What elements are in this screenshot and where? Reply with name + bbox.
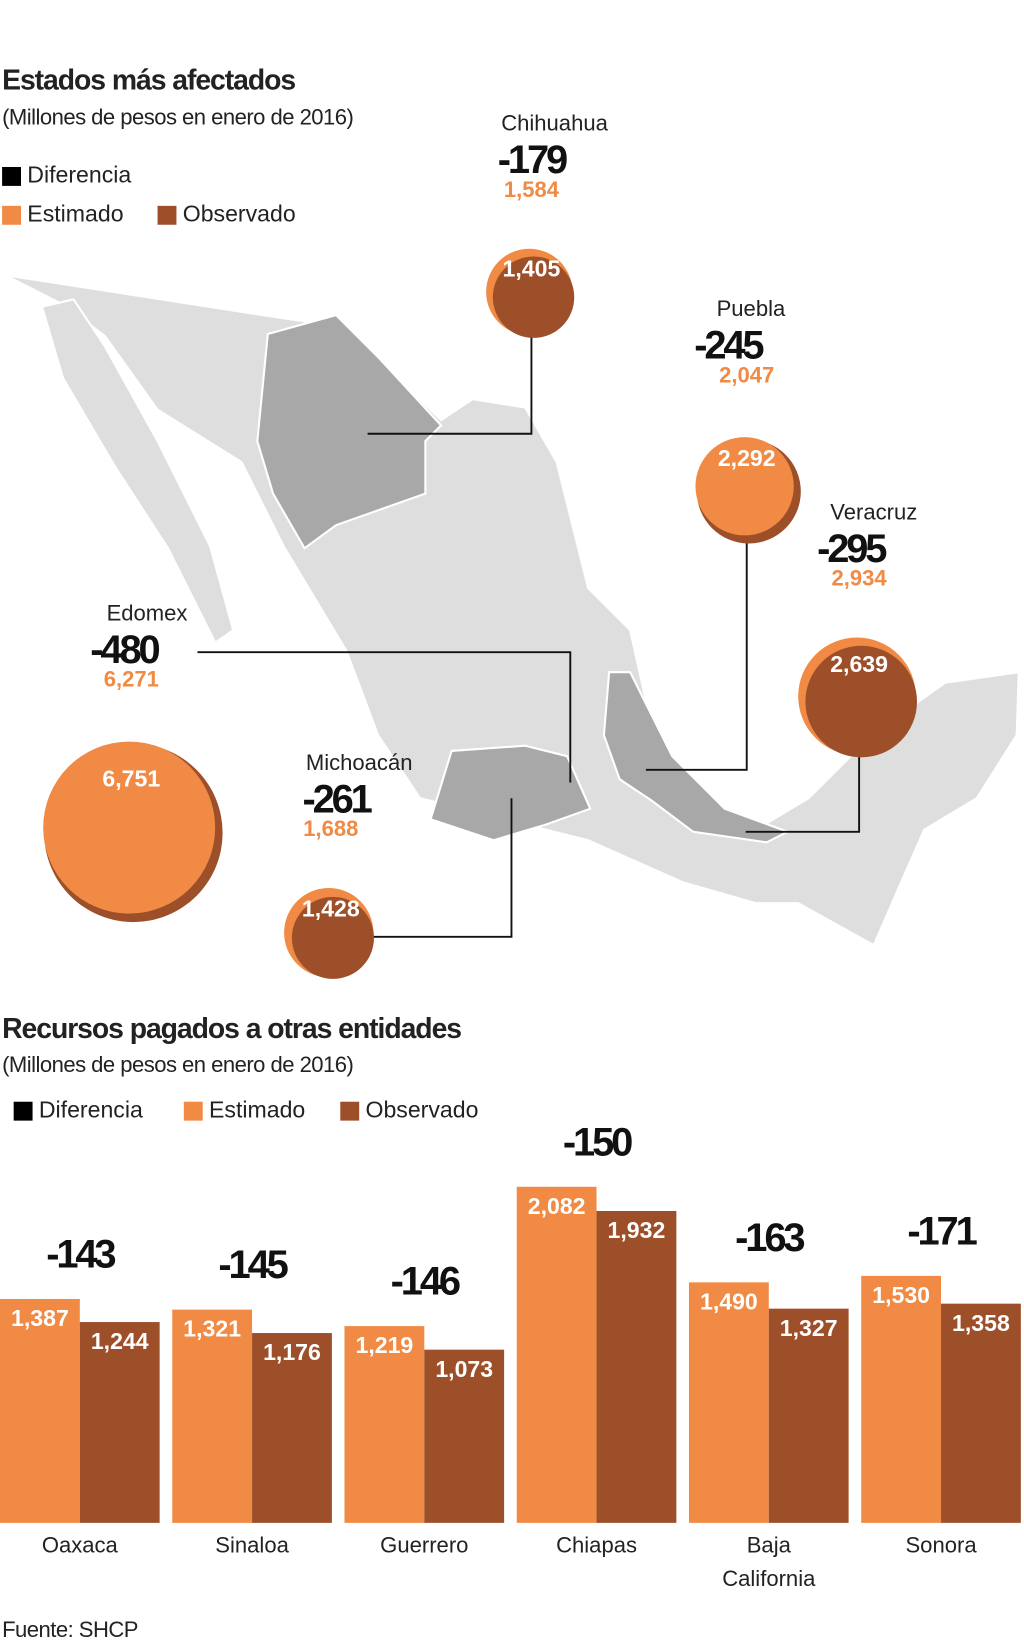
state-name: Michoacán xyxy=(306,750,413,775)
legend-label: Diferencia xyxy=(39,1096,143,1122)
bar-value-label: 1,358 xyxy=(952,1310,1010,1336)
map xyxy=(4,274,1020,947)
x-tick-label: Sinaloa xyxy=(215,1533,289,1558)
estimado-label: 6,271 xyxy=(104,666,159,691)
difference-label: -143 xyxy=(46,1233,115,1277)
bar xyxy=(516,1186,597,1523)
estimado-label: 1,688 xyxy=(303,816,358,841)
bar xyxy=(172,1309,253,1523)
bubble-estimado xyxy=(695,437,794,536)
legend-swatch xyxy=(183,1101,203,1121)
bubble-estimado xyxy=(43,741,216,914)
x-tick-label: Baja California xyxy=(722,1533,816,1592)
observado-label: 2,639 xyxy=(830,651,888,677)
bubble-observado xyxy=(291,896,374,979)
bar-value-label: 1,073 xyxy=(435,1356,493,1382)
chart-subtitle: (Millones de pesos en enero de 2016) xyxy=(2,105,353,130)
observado-label: 2,292 xyxy=(718,445,776,471)
bar xyxy=(79,1322,160,1523)
highlight-east xyxy=(602,671,791,844)
state-name: Veracruz xyxy=(830,499,917,524)
legend-swatch xyxy=(340,1101,360,1121)
observado-label: 1,428 xyxy=(302,895,360,921)
bar xyxy=(0,1298,80,1523)
source: Fuente: SHCP xyxy=(2,1617,138,1642)
legend-swatch xyxy=(2,166,22,186)
bar-value-label: 1,327 xyxy=(780,1315,838,1341)
x-tick-label-box: Sonora xyxy=(905,1533,977,1558)
estimado-label: 2,047 xyxy=(719,362,774,387)
estimado-label: 2,934 xyxy=(832,566,888,591)
legend-label: Estimado xyxy=(209,1096,305,1122)
observado-label: 1,405 xyxy=(503,255,561,281)
chart-title: Recursos pagados a otras entidades xyxy=(2,1013,461,1045)
observado-label: 6,751 xyxy=(102,766,160,792)
difference-label: -261 xyxy=(302,777,372,821)
bubble-observado xyxy=(492,256,575,338)
estimado-label: 1,584 xyxy=(504,177,560,202)
difference-label: -245 xyxy=(694,324,764,368)
x-tick-label-box: Guerrero xyxy=(380,1533,469,1558)
connector xyxy=(367,336,533,435)
x-tick-label-box: Baja California xyxy=(722,1533,816,1592)
state-name: Chihuahua xyxy=(501,111,608,136)
difference-label: -295 xyxy=(817,527,887,571)
bar-value-label: 1,244 xyxy=(91,1328,149,1354)
chart-subtitle: (Millones de pesos en enero de 2016) xyxy=(2,1052,353,1077)
bar xyxy=(941,1303,1021,1523)
bar-value-label: 1,932 xyxy=(608,1217,666,1243)
bar xyxy=(768,1308,849,1523)
legend-label: Diferencia xyxy=(27,162,131,188)
state-name: Edomex xyxy=(107,600,188,625)
x-tick-label-box: Oaxaca xyxy=(41,1533,118,1558)
baja-california-map xyxy=(40,298,235,645)
bar-value-label: 1,387 xyxy=(11,1305,69,1331)
bubble-observado xyxy=(805,645,917,758)
legend-label: Observado xyxy=(183,200,296,226)
x-tick-label: Guerrero xyxy=(380,1533,469,1558)
x-tick-label: Chiapas xyxy=(556,1533,638,1558)
bar xyxy=(688,1282,769,1523)
bar xyxy=(252,1333,332,1523)
bar-value-label: 1,176 xyxy=(263,1339,321,1365)
bar-value-label: 1,490 xyxy=(700,1288,758,1314)
difference-label: -146 xyxy=(391,1260,460,1304)
difference-label: -145 xyxy=(218,1243,288,1287)
x-tick-label: Sonora xyxy=(905,1533,977,1558)
bar xyxy=(861,1275,942,1523)
bar-value-label: 2,082 xyxy=(528,1193,586,1219)
highlight-chihuahua xyxy=(256,313,443,550)
highlight-center xyxy=(429,744,592,842)
chart-title: Estados más afectados xyxy=(2,64,295,96)
difference-label: -163 xyxy=(735,1216,804,1260)
x-tick-label-box: Chiapas xyxy=(556,1533,638,1558)
difference-label: -150 xyxy=(563,1120,632,1164)
legend-label: Observado xyxy=(365,1096,478,1122)
connector xyxy=(645,540,748,771)
difference-label: -179 xyxy=(498,138,567,182)
connector xyxy=(745,756,861,833)
x-tick-label-box: Sinaloa xyxy=(215,1533,289,1558)
state-name: Puebla xyxy=(717,296,786,321)
legend-label: Estimado xyxy=(27,200,123,226)
x-tick-label: Oaxaca xyxy=(41,1533,118,1558)
bar xyxy=(424,1349,505,1523)
difference-label: -171 xyxy=(907,1209,977,1253)
legend-swatch xyxy=(157,205,177,225)
bar-value-label: 1,321 xyxy=(183,1316,241,1342)
difference-label: -480 xyxy=(90,628,159,672)
legend-swatch xyxy=(2,205,22,225)
connector xyxy=(372,798,513,938)
bar-value-label: 1,219 xyxy=(355,1332,413,1358)
bar xyxy=(596,1211,677,1523)
bar xyxy=(344,1326,425,1523)
connector xyxy=(197,651,572,783)
legend-swatch xyxy=(13,1101,33,1121)
bar-value-label: 1,530 xyxy=(872,1282,930,1308)
